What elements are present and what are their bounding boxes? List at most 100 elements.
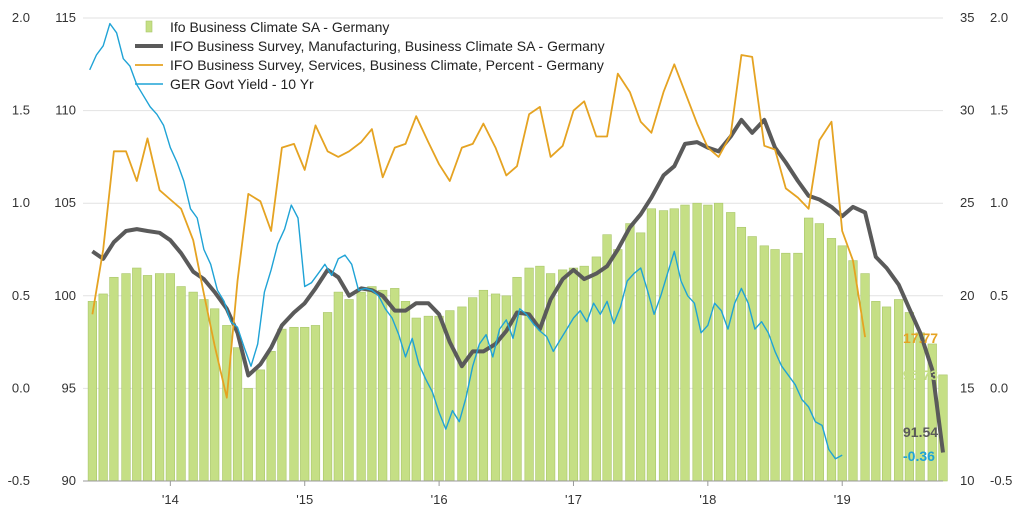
climate-bar [154,273,165,482]
climate-bar [736,226,747,482]
y-left-outer-tick-label: 1.5 [12,103,30,118]
climate-bar [759,245,769,482]
climate-bar [344,299,354,482]
climate-bar [524,267,534,482]
climate-bar [848,260,858,482]
y-right-inner-tick-label: 25 [960,195,974,210]
climate-bar [625,223,635,482]
climate-bar [277,328,287,482]
climate-bar [860,273,870,482]
climate-bar [490,293,501,482]
legend-label: GER Govt Yield - 10 Yr [170,76,314,92]
climate-bar [591,256,601,482]
climate-bar [176,286,186,482]
axes: -0.5 0.0 0.5 1.0 1.5 2.0 90 95 100 105 110 115 10 15 2… [8,10,1013,507]
climate-bar [423,315,433,482]
y-left-outer-tick-label: 0.0 [12,380,30,395]
climate-bar [726,212,736,482]
legend-label: IFO Business Survey, Manufacturing, Busi… [170,38,605,54]
climate-bar [535,265,545,482]
climate-bar [871,301,881,482]
climate-bar [400,301,411,482]
x-tick-label: '18 [699,492,716,507]
y-left-outer-tick-label: -0.5 [8,473,30,488]
end-value-label: -0.36 [903,448,935,464]
climate-bar [199,299,209,482]
end-value-label: 95.73 [903,367,938,383]
y-right-outer-tick-label: 1.5 [990,103,1008,118]
climate-bar [814,223,824,482]
climate-bar [322,312,333,482]
x-tick-label: '15 [296,492,313,507]
y-right-inner-tick-label: 10 [960,473,974,488]
x-tick-label: '17 [565,492,582,507]
series-line-2 [91,54,866,399]
legend: Ifo Business Climate SA - Germany IFO Bus… [135,19,605,92]
climate-bar [310,325,321,482]
end-value-label: 91.54 [903,424,938,440]
x-tick-label: '14 [162,492,179,507]
climate-bar [713,202,724,482]
climate-bar [165,273,175,482]
climate-bar [613,249,623,482]
climate-bar [255,369,265,482]
y-left-outer-tick-label: 2.0 [12,10,30,25]
y-right-inner-tick-label: 30 [960,103,974,118]
climate-bar [243,388,253,482]
y-right-inner-tick-label: 15 [960,380,974,395]
climate-bar [646,208,657,482]
climate-bar [579,265,589,482]
y-left-inner-tick-label: 90 [62,473,76,488]
climate-bar [289,326,299,482]
y-right-outer-tick-label: 0.0 [990,380,1008,395]
line-series [89,22,945,460]
climate-bar [356,291,366,482]
climate-bar [826,238,837,482]
climate-bar [837,245,847,482]
y-right-inner-tick-label: 35 [960,10,974,25]
climate-bar [333,291,343,482]
climate-bar [434,315,444,482]
climate-bar [87,301,98,482]
end-value-label: 17.77 [903,330,938,346]
climate-bar [692,202,702,482]
climate-bar [457,306,467,482]
climate-bar [98,293,108,482]
climate-bar [478,289,489,482]
x-tick-label: '19 [834,492,851,507]
climate-bar [747,236,757,482]
y-right-outer-tick-label: 1.0 [990,195,1008,210]
climate-bar [367,286,377,482]
y-left-inner-tick-label: 105 [54,195,76,210]
end-labels: 95.73 91.54 17.77 -0.36 [903,330,938,464]
legend-label: IFO Business Survey, Services, Business … [170,57,604,73]
climate-bar [881,306,892,482]
climate-bar [512,276,522,482]
climate-bar [132,267,142,482]
climate-bar [222,325,232,482]
y-right-inner-tick-label: 20 [960,288,974,303]
climate-bar [680,204,690,482]
climate-bar [300,326,310,482]
y-left-inner-tick-label: 100 [54,288,76,303]
y-left-inner-tick-label: 95 [62,380,76,395]
climate-bar [558,269,568,482]
series-line-3 [89,22,843,460]
y-right-outer-tick-label: 0.5 [990,288,1008,303]
legend-swatch [145,20,153,33]
y-left-outer-tick-label: 0.5 [12,288,30,303]
climate-bar [266,351,276,482]
climate-bar [142,275,153,482]
y-right-outer-tick-label: -0.5 [990,473,1012,488]
bar-series [87,202,948,482]
climate-bar [568,267,579,482]
climate-bar [121,273,131,482]
climate-bar [468,297,478,482]
climate-bar [793,252,803,482]
climate-bar [232,347,243,482]
climate-bar [658,210,669,482]
y-left-inner-tick-label: 115 [55,10,76,25]
y-left-outer-tick-label: 1.0 [12,195,30,210]
climate-bar [804,217,814,482]
